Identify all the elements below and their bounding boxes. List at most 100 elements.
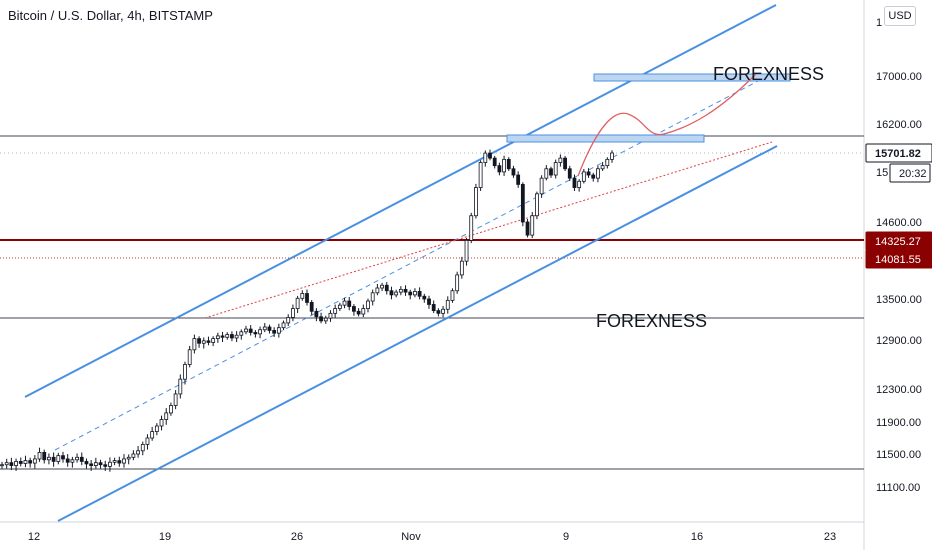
candle [436, 308, 441, 317]
candle [117, 456, 122, 467]
candle-body [248, 328, 253, 333]
y-tick-label: 12900.00 [876, 335, 922, 347]
candle-body [215, 335, 220, 340]
channel-upper-line [24, 4, 777, 398]
candle [183, 361, 187, 385]
candle [347, 297, 352, 311]
candle [586, 168, 591, 178]
candle [84, 458, 89, 469]
candle-body [525, 221, 530, 236]
candle-body [32, 458, 37, 464]
candle-body [201, 340, 206, 344]
candle [342, 297, 347, 309]
candle-body [488, 152, 492, 159]
candle-body [253, 332, 258, 335]
candle-body [14, 461, 18, 466]
candle-body [497, 165, 502, 173]
candle [56, 452, 61, 465]
candle-body [192, 338, 197, 351]
candle [398, 286, 403, 296]
candle [103, 460, 108, 471]
candle [248, 325, 253, 336]
candle-body [258, 329, 262, 335]
currency-button[interactable]: USD [884, 6, 916, 26]
candle-body [140, 443, 145, 452]
candle [577, 179, 582, 192]
candle [455, 271, 460, 294]
candle-body [4, 462, 9, 466]
candle [408, 289, 413, 300]
x-tick-label: 16 [691, 531, 703, 543]
candle [300, 290, 305, 301]
candle [4, 458, 9, 469]
candle [380, 282, 384, 292]
candle [164, 408, 169, 425]
candle [234, 331, 239, 343]
candle [286, 314, 291, 326]
candle-body [234, 334, 239, 339]
candle-body [450, 290, 455, 301]
candle-body [586, 171, 591, 176]
candle [51, 452, 56, 467]
candle [431, 300, 436, 314]
candle-body [197, 338, 201, 344]
price-label-box [865, 249, 932, 269]
candle [220, 331, 225, 343]
candle-body [455, 274, 460, 292]
candle [502, 155, 506, 176]
x-tick-label: 9 [563, 531, 569, 543]
candle-body [281, 322, 286, 329]
candle [516, 171, 521, 188]
candle [337, 302, 342, 311]
candle [79, 452, 84, 466]
candle-body [23, 460, 28, 464]
candle-body [502, 158, 506, 173]
candle-body [384, 284, 389, 292]
candle-body [596, 168, 600, 179]
candle [600, 161, 605, 171]
candle [553, 159, 558, 179]
candle [478, 160, 483, 192]
price-label: 14081.55 [875, 254, 921, 266]
candle [492, 155, 497, 169]
candle-body [0, 464, 4, 467]
candle [370, 289, 375, 306]
candle-body [300, 293, 305, 299]
channel-mid-line [54, 79, 761, 451]
x-tick-label: 23 [824, 531, 836, 543]
candle [225, 332, 230, 340]
candle-body [89, 463, 94, 466]
candle-body [398, 288, 403, 293]
projection-curve [577, 73, 757, 177]
candle-body [51, 456, 56, 462]
candle [384, 282, 389, 295]
candle-body [126, 456, 131, 460]
candle [230, 331, 234, 342]
candle-body [403, 288, 408, 293]
candle [530, 212, 535, 239]
candle [596, 165, 600, 183]
candle [154, 423, 159, 436]
candle-body [323, 317, 328, 322]
candle-body [511, 168, 516, 176]
candle [610, 150, 614, 163]
candle-body [187, 349, 192, 365]
candle-body [145, 437, 150, 445]
candle [126, 454, 131, 465]
candle [314, 308, 319, 322]
candle-body [422, 295, 427, 300]
candle-body [122, 458, 126, 464]
candle [192, 334, 197, 354]
candle-body [352, 306, 356, 312]
candle-body [206, 340, 211, 343]
candle-body [605, 158, 610, 167]
y-tick-label: 12300.00 [876, 384, 922, 396]
candle [70, 456, 75, 468]
candle-body [18, 461, 23, 464]
candle-body [305, 293, 309, 303]
candle-body [70, 459, 75, 463]
candle-body [173, 393, 178, 406]
candle-body [408, 291, 413, 296]
